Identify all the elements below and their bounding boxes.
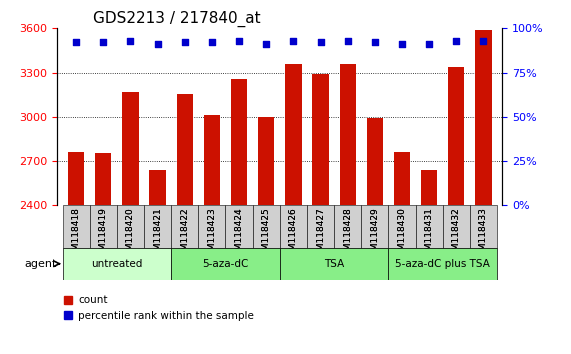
Text: GSM118425: GSM118425 bbox=[262, 207, 271, 262]
Text: GSM118423: GSM118423 bbox=[207, 207, 216, 262]
Text: GSM118422: GSM118422 bbox=[180, 207, 189, 262]
Text: GSM118418: GSM118418 bbox=[71, 207, 81, 262]
Text: GDS2213 / 217840_at: GDS2213 / 217840_at bbox=[93, 11, 260, 27]
Point bbox=[262, 41, 271, 47]
Text: GSM118433: GSM118433 bbox=[479, 207, 488, 262]
Bar bbox=[68, 152, 85, 354]
FancyBboxPatch shape bbox=[90, 205, 117, 248]
Bar bbox=[95, 153, 111, 354]
Text: GSM118426: GSM118426 bbox=[289, 207, 298, 262]
Bar bbox=[421, 170, 437, 354]
Bar bbox=[231, 79, 247, 354]
Legend: count, percentile rank within the sample: count, percentile rank within the sample bbox=[62, 296, 254, 321]
Bar bbox=[150, 170, 166, 354]
Text: GSM118433: GSM118433 bbox=[479, 207, 488, 262]
Text: GSM118432: GSM118432 bbox=[452, 207, 461, 262]
Point bbox=[235, 38, 244, 44]
Text: GSM118427: GSM118427 bbox=[316, 207, 325, 262]
Bar bbox=[312, 74, 329, 354]
FancyBboxPatch shape bbox=[171, 205, 198, 248]
Text: GSM118430: GSM118430 bbox=[397, 207, 407, 262]
Text: 5-aza-dC: 5-aza-dC bbox=[202, 259, 248, 269]
FancyBboxPatch shape bbox=[117, 205, 144, 248]
Text: agent: agent bbox=[25, 259, 57, 269]
Text: GSM118418: GSM118418 bbox=[71, 207, 81, 262]
FancyBboxPatch shape bbox=[416, 205, 443, 248]
Bar bbox=[394, 152, 410, 354]
Text: GSM118421: GSM118421 bbox=[153, 207, 162, 262]
Text: GSM118420: GSM118420 bbox=[126, 207, 135, 262]
Text: GSM118420: GSM118420 bbox=[126, 207, 135, 262]
Point bbox=[425, 41, 434, 47]
Text: untreated: untreated bbox=[91, 259, 143, 269]
Bar bbox=[122, 92, 139, 354]
Text: GSM118431: GSM118431 bbox=[425, 207, 433, 262]
Text: GSM118421: GSM118421 bbox=[153, 207, 162, 262]
Point bbox=[180, 40, 190, 45]
FancyBboxPatch shape bbox=[252, 205, 280, 248]
Bar bbox=[367, 118, 383, 354]
Point bbox=[207, 40, 216, 45]
FancyBboxPatch shape bbox=[280, 248, 388, 280]
FancyBboxPatch shape bbox=[334, 205, 361, 248]
FancyBboxPatch shape bbox=[361, 205, 388, 248]
Bar bbox=[176, 94, 193, 354]
Bar bbox=[258, 117, 274, 354]
Text: GSM118429: GSM118429 bbox=[371, 207, 379, 262]
FancyBboxPatch shape bbox=[171, 248, 280, 280]
Point bbox=[153, 41, 162, 47]
Text: GSM118422: GSM118422 bbox=[180, 207, 189, 262]
Bar bbox=[286, 64, 301, 354]
Text: GSM118419: GSM118419 bbox=[99, 207, 108, 262]
FancyBboxPatch shape bbox=[144, 205, 171, 248]
Point bbox=[343, 38, 352, 44]
Point bbox=[71, 40, 81, 45]
FancyBboxPatch shape bbox=[307, 205, 334, 248]
Bar bbox=[475, 30, 492, 354]
Bar bbox=[340, 64, 356, 354]
Text: GSM118429: GSM118429 bbox=[371, 207, 379, 262]
Point bbox=[289, 38, 298, 44]
Point bbox=[479, 38, 488, 44]
FancyBboxPatch shape bbox=[63, 205, 90, 248]
Text: GSM118426: GSM118426 bbox=[289, 207, 298, 262]
Text: GSM118432: GSM118432 bbox=[452, 207, 461, 262]
Point bbox=[316, 40, 325, 45]
Text: GSM118425: GSM118425 bbox=[262, 207, 271, 262]
Point bbox=[452, 38, 461, 44]
FancyBboxPatch shape bbox=[63, 248, 171, 280]
Point bbox=[99, 40, 108, 45]
Text: GSM118431: GSM118431 bbox=[425, 207, 433, 262]
Text: GSM118424: GSM118424 bbox=[235, 207, 244, 262]
Point bbox=[397, 41, 407, 47]
Text: GSM118428: GSM118428 bbox=[343, 207, 352, 262]
FancyBboxPatch shape bbox=[443, 205, 470, 248]
Bar bbox=[448, 67, 464, 354]
Text: 5-aza-dC plus TSA: 5-aza-dC plus TSA bbox=[395, 259, 490, 269]
Text: GSM118424: GSM118424 bbox=[235, 207, 244, 262]
Text: GSM118419: GSM118419 bbox=[99, 207, 108, 262]
Text: GSM118423: GSM118423 bbox=[207, 207, 216, 262]
FancyBboxPatch shape bbox=[388, 248, 497, 280]
FancyBboxPatch shape bbox=[388, 205, 416, 248]
FancyBboxPatch shape bbox=[226, 205, 252, 248]
Bar bbox=[204, 115, 220, 354]
Point bbox=[126, 38, 135, 44]
Text: GSM118427: GSM118427 bbox=[316, 207, 325, 262]
FancyBboxPatch shape bbox=[470, 205, 497, 248]
Text: GSM118430: GSM118430 bbox=[397, 207, 407, 262]
FancyBboxPatch shape bbox=[280, 205, 307, 248]
Text: GSM118428: GSM118428 bbox=[343, 207, 352, 262]
Text: TSA: TSA bbox=[324, 259, 344, 269]
Point bbox=[370, 40, 379, 45]
FancyBboxPatch shape bbox=[198, 205, 226, 248]
